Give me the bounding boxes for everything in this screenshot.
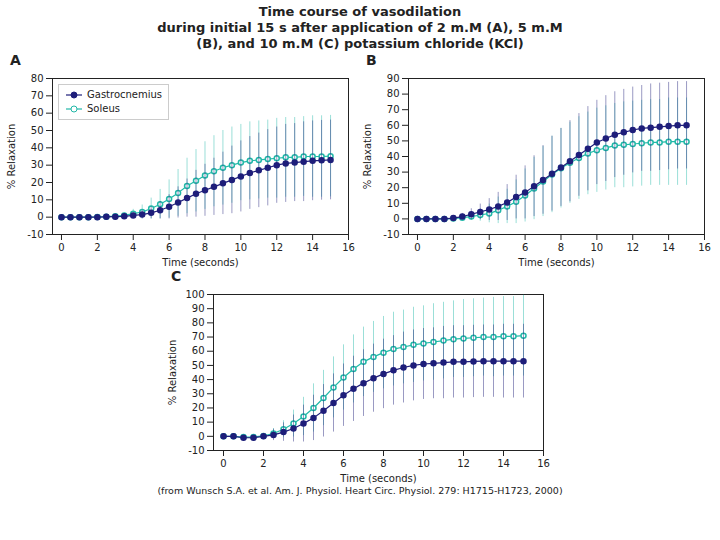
svg-text:12: 12: [626, 242, 639, 253]
html-text:(from Wunsch S.A. et al. Am. J: (from Wunsch S.A. et al. Am. J. Physiol.…: [157, 485, 563, 496]
svg-text:10: 10: [590, 242, 603, 253]
svg-text:0: 0: [58, 242, 64, 253]
svg-text:12: 12: [457, 458, 470, 469]
svg-text:8: 8: [380, 458, 386, 469]
svg-text:30: 30: [192, 388, 205, 399]
svg-text:60: 60: [31, 107, 44, 118]
svg-text:0: 0: [37, 211, 43, 222]
svg-text:4: 4: [130, 242, 136, 253]
svg-text:10: 10: [192, 416, 205, 427]
svg-text:90: 90: [192, 303, 205, 314]
html-text:Gastrocnemius: Gastrocnemius: [87, 89, 163, 100]
svg-text:% Relaxation: % Relaxation: [6, 124, 17, 189]
svg-text:10: 10: [417, 458, 430, 469]
html-text:Soleus: Soleus: [87, 103, 120, 114]
svg-text:-10: -10: [188, 445, 204, 456]
svg-text:8: 8: [202, 242, 208, 253]
html-text:C: C: [171, 268, 182, 284]
svg-text:14: 14: [497, 458, 510, 469]
svg-text:14: 14: [306, 242, 319, 253]
svg-text:20: 20: [192, 402, 205, 413]
svg-text:4: 4: [486, 242, 492, 253]
svg-text:6: 6: [166, 242, 172, 253]
svg-text:% Relaxation: % Relaxation: [167, 340, 178, 405]
svg-text:80: 80: [387, 88, 400, 99]
svg-text:50: 50: [387, 135, 400, 146]
svg-text:30: 30: [31, 159, 44, 170]
svg-text:16: 16: [698, 242, 711, 253]
svg-text:30: 30: [387, 166, 400, 177]
html-text:B: B: [366, 52, 377, 68]
svg-text:0: 0: [198, 431, 204, 442]
svg-text:70: 70: [192, 331, 205, 342]
svg-text:2: 2: [450, 242, 456, 253]
svg-text:0: 0: [414, 242, 420, 253]
svg-text:0: 0: [393, 213, 399, 224]
svg-text:16: 16: [342, 242, 355, 253]
svg-text:6: 6: [522, 242, 528, 253]
svg-text:60: 60: [192, 345, 205, 356]
svg-text:40: 40: [387, 151, 400, 162]
svg-text:50: 50: [31, 125, 44, 136]
svg-text:6: 6: [340, 458, 346, 469]
svg-text:10: 10: [234, 242, 247, 253]
svg-text:50: 50: [192, 360, 205, 371]
svg-text:-10: -10: [383, 229, 399, 240]
html-text:A: A: [10, 52, 21, 68]
html-text:(B), and 10 m.M (C) potassium: (B), and 10 m.M (C) potassium chloride (…: [196, 36, 524, 51]
svg-text:80: 80: [192, 317, 205, 328]
svg-text:70: 70: [387, 104, 400, 115]
svg-text:2: 2: [94, 242, 100, 253]
svg-text:-10: -10: [27, 229, 43, 240]
svg-text:14: 14: [662, 242, 675, 253]
svg-text:12: 12: [270, 242, 283, 253]
svg-text:20: 20: [31, 177, 44, 188]
svg-text:20: 20: [387, 182, 400, 193]
html-text:Time course of vasodilation: Time course of vasodilation: [258, 4, 462, 19]
svg-text:100: 100: [185, 289, 204, 300]
svg-text:4: 4: [300, 458, 306, 469]
svg-text:40: 40: [31, 142, 44, 153]
svg-text:10: 10: [387, 198, 400, 209]
svg-text:Time (seconds): Time (seconds): [339, 473, 416, 484]
svg-text:70: 70: [31, 90, 44, 101]
svg-text:0: 0: [220, 458, 226, 469]
svg-text:60: 60: [387, 120, 400, 131]
svg-text:16: 16: [537, 458, 550, 469]
svg-text:Time (seconds): Time (seconds): [161, 257, 238, 268]
svg-text:40: 40: [192, 374, 205, 385]
svg-text:90: 90: [387, 73, 400, 84]
svg-text:80: 80: [31, 73, 44, 84]
html-text:during initial 15 s after appl: during initial 15 s after application of…: [157, 20, 563, 35]
svg-text:% Relaxation: % Relaxation: [362, 124, 373, 189]
svg-text:2: 2: [260, 458, 266, 469]
svg-text:10: 10: [31, 194, 44, 205]
svg-text:Time (seconds): Time (seconds): [517, 257, 594, 268]
svg-text:8: 8: [558, 242, 564, 253]
